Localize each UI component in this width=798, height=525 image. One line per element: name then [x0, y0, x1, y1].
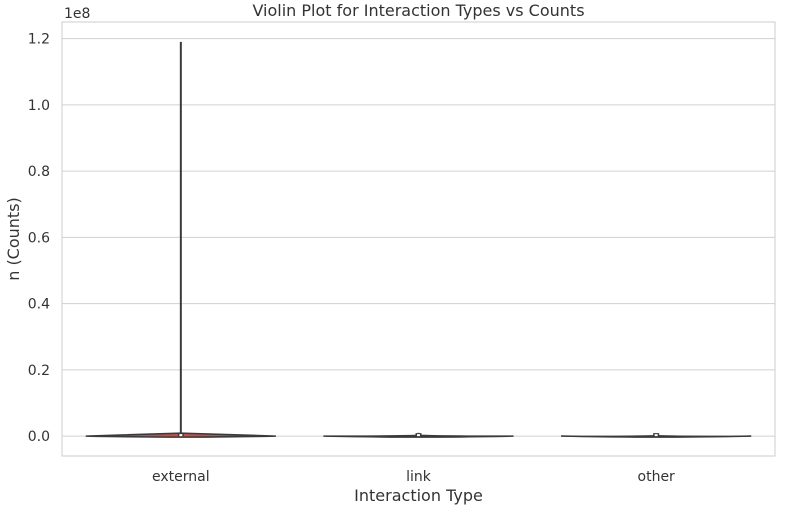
y-tick-label: 0.0	[28, 429, 50, 445]
violin-median	[179, 434, 183, 437]
grid-layer	[62, 38, 775, 437]
x-tick-labels: external link other	[152, 469, 675, 485]
y-tick-label: 1.0	[28, 98, 50, 114]
x-axis-label: Interaction Type	[354, 486, 483, 505]
y-tick-label: 0.8	[28, 164, 50, 180]
violin-other	[561, 433, 752, 438]
y-tick-label: 0.2	[28, 363, 50, 379]
x-tick-label: link	[406, 469, 432, 485]
violin-median	[417, 434, 420, 437]
violin-link	[323, 432, 514, 438]
violin-body	[561, 434, 752, 438]
y-axis-offset-label: 1e8	[64, 6, 90, 22]
violin-body	[323, 434, 514, 438]
violins-layer	[85, 41, 752, 438]
y-tick-label: 0.4	[28, 297, 50, 313]
y-tick-labels: 0.0 0.2 0.4 0.6 0.8 1.0 1.2	[28, 32, 50, 446]
y-tick-label: 1.2	[28, 32, 50, 48]
violin-median	[654, 434, 658, 437]
x-tick-label: other	[638, 469, 676, 485]
chart-title: Violin Plot for Interaction Types vs Cou…	[252, 1, 584, 20]
x-tick-label: external	[152, 469, 210, 485]
y-axis-label: n (Counts)	[4, 197, 23, 281]
plot-frame	[61, 21, 776, 457]
violin-external	[85, 41, 276, 438]
y-tick-label: 0.6	[28, 230, 50, 246]
